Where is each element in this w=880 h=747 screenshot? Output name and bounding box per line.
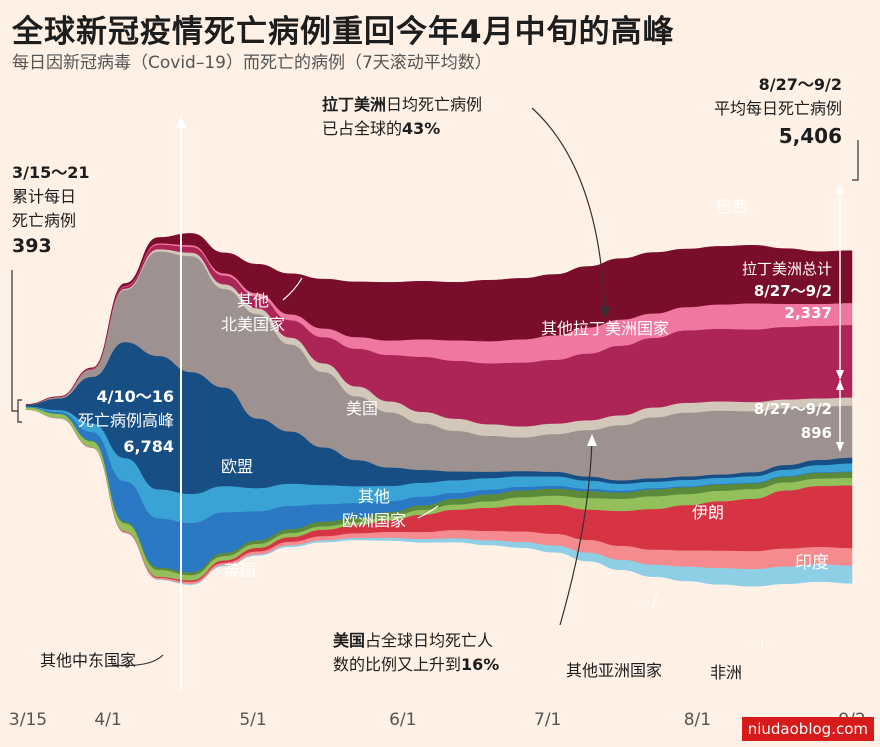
label-other-na-1: 其他 [237,291,269,310]
stream-巴西 [25,233,853,405]
latam-note-prefix: 已占全球的 [322,119,402,138]
x-tick-label: 8/1 [684,710,711,730]
x-axis: 3/154/15/16/17/18/19/2 [9,710,866,730]
usa-note-leader [559,437,593,626]
left-total-period: 3/15～21 [12,163,90,182]
right-total-value: 5,406 [779,124,842,148]
watermark: niudaoblog.com [741,717,874,741]
other-asia-leader [651,589,659,611]
peak-value: 6,784 [123,437,174,456]
label-other-na-2: 北美国家 [221,315,285,334]
usa-note-prefix: 数的比例又上升到 [333,655,461,674]
latam-total-label: 拉丁美洲总计 [742,260,832,278]
right-total-period: 8/27～9/2 [759,75,842,94]
usa-note-line2: 数的比例又上升到16% [333,655,499,674]
peak-period: 4/10～16 [96,387,174,406]
usa-note-rest: 占全球日均死亡人 [365,631,493,650]
label-other-me: 其他中东国家 [40,651,136,670]
left-bracket [11,270,22,423]
chart-title: 全球新冠疫情死亡病例重回今年4月中旬的高峰 [12,14,675,50]
label-other-latam: 其他拉丁美洲国家 [541,319,669,338]
latam-note-line2: 已占全球的43% [322,119,440,138]
x-tick-label: 7/1 [534,710,561,730]
usa-arrow-top [836,380,844,390]
latam-note-line1: 拉丁美洲日均死亡病例 [322,95,482,114]
chart-subtitle: 每日因新冠病毒（Covid–19）而死亡的病例（7天滚动平均数） [12,53,492,73]
peak-line-arrow [176,116,186,128]
label-usa: 美国 [346,399,378,418]
x-tick-label: 3/15 [9,710,47,730]
left-total-label-2: 死亡病例 [12,211,76,230]
label-africa: 非洲 [710,663,742,682]
latam-total-value: 2,337 [785,304,832,322]
label-uk: 英国 [224,561,256,580]
left-total-value: 393 [12,235,52,257]
latam-note-leader [531,107,606,316]
stream-layers [25,233,853,587]
label-other-eu-1: 其他 [358,487,390,506]
other-me-leader [111,654,164,667]
x-tick-label: 6/1 [389,710,416,730]
label-eu: 欧盟 [221,457,253,476]
x-tick-label: 5/1 [239,710,266,730]
latam-note-arrowhead [600,307,610,318]
usa-note-bold: 美国 [333,631,365,650]
latam-note-bold: 拉丁美洲 [322,95,386,114]
latam-note-value: 43% [402,119,440,138]
usa-arrow-bottom [836,442,844,452]
latam-arrow-bottom [836,370,844,380]
right-total-label: 平均每日死亡病例 [714,99,842,118]
label-iran: 伊朗 [692,503,724,522]
latam-arrow-top [836,184,844,194]
label-other-asia: 其他亚洲国家 [566,661,662,680]
peak-label: 死亡病例高峰 [78,411,174,430]
usa-note-line1: 美国占全球日均死亡人 [333,631,493,650]
label-brazil: 巴西 [716,197,748,216]
right-bracket-total [852,140,859,181]
usa-total-value: 896 [801,424,832,442]
left-total-label-1: 累计每日 [12,187,76,206]
usa-note-value: 16% [461,655,499,674]
latam-note-rest: 日均死亡病例 [386,95,482,114]
latam-total-period: 8/27～9/2 [754,282,832,300]
usa-total-period: 8/27～9/2 [754,400,832,418]
usa-note-arrowhead [587,434,597,446]
label-india: 印度 [795,553,829,573]
other-na-leader [282,277,303,301]
label-other-eu-2: 欧洲国家 [342,511,406,530]
x-tick-label: 4/1 [94,710,121,730]
other-eu-leader [417,505,439,519]
